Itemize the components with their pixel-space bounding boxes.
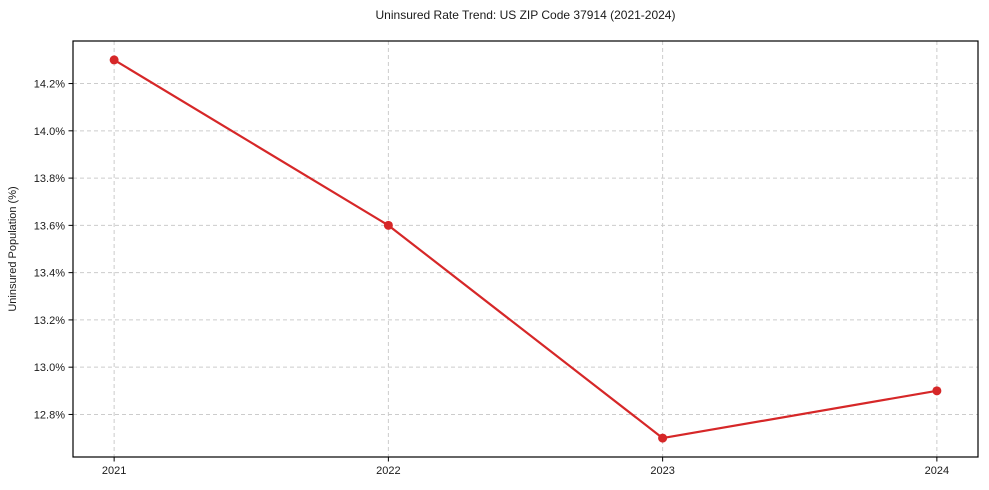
x-tick-label: 2024: [925, 465, 949, 477]
x-tick-label: 2023: [650, 465, 674, 477]
y-tick-label: 14.2%: [34, 79, 65, 91]
x-tick-label: 2021: [102, 465, 126, 477]
y-tick-label: 13.2%: [34, 315, 65, 327]
data-point-marker: [932, 386, 942, 396]
y-tick-label: 13.4%: [34, 268, 65, 280]
plot-border: [72, 40, 979, 458]
data-point-marker: [658, 433, 668, 443]
y-tick-label: 12.8%: [34, 409, 65, 421]
data-point-marker: [383, 220, 393, 230]
y-tick-label: 14.0%: [34, 126, 65, 138]
y-tick-label: 13.0%: [34, 362, 65, 374]
x-tick-label: 2022: [376, 465, 400, 477]
y-tick-label: 13.6%: [34, 220, 65, 232]
chart-title: Uninsured Rate Trend: US ZIP Code 37914 …: [375, 8, 676, 22]
data-point-marker: [109, 55, 119, 65]
y-tick-label: 13.8%: [34, 173, 65, 185]
trend-line: [113, 58, 938, 440]
